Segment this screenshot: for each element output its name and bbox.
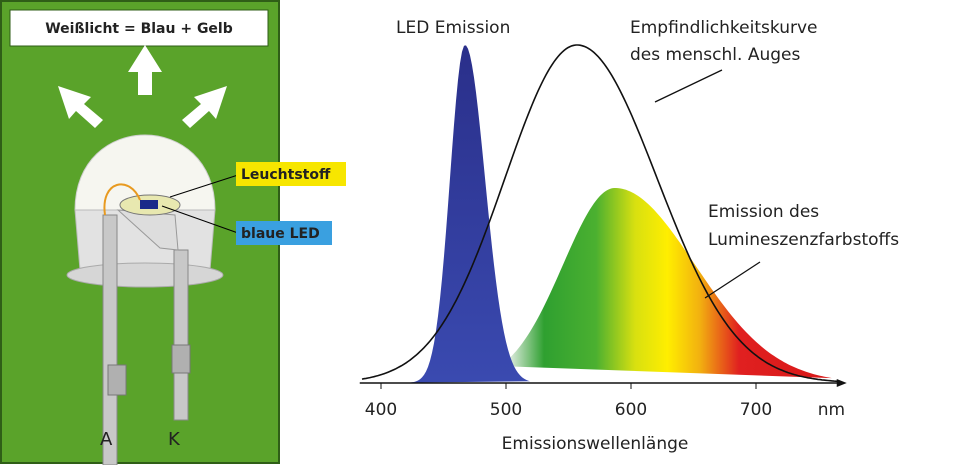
x-tick-label: 400 [365, 400, 397, 420]
x-tick-label: 500 [490, 400, 522, 420]
x-tick-label: 700 [740, 400, 772, 420]
spectrum-chart: LED Emission Empfindlichkeitskurve des m… [360, 18, 899, 454]
panel-title: Weißlicht = Blau + Gelb [45, 21, 233, 37]
cathode-label: K [168, 429, 181, 450]
led-illustration: Weißlicht = Blau + Gelb Leuchtstoff blau… [1, 1, 346, 465]
phosphor-label: Leuchtstoff [241, 167, 331, 183]
eye-curve-label: Empfindlichkeitskurve [630, 18, 817, 38]
figure: Weißlicht = Blau + Gelb Leuchtstoff blau… [0, 0, 960, 465]
x-unit: nm [818, 400, 845, 420]
leader-line [655, 70, 722, 102]
axis-arrow [837, 379, 847, 387]
blue-led-label: blaue LED [241, 226, 320, 242]
led-emission-area [410, 45, 530, 382]
leader-line [705, 262, 760, 298]
x-tick-label: 600 [615, 400, 647, 420]
anode-label: A [100, 429, 113, 450]
phosphor-emission-label: Emission des [708, 202, 819, 222]
phosphor-emission-label: Lumineszenzfarbstoffs [708, 230, 899, 250]
page: Weißlicht = Blau + Gelb Leuchtstoff blau… [0, 0, 960, 465]
x-axis-label: Emissionswellenlänge [502, 434, 689, 454]
led-emission-label: LED Emission [396, 18, 510, 38]
eye-curve-label: des menschl. Auges [630, 45, 800, 65]
